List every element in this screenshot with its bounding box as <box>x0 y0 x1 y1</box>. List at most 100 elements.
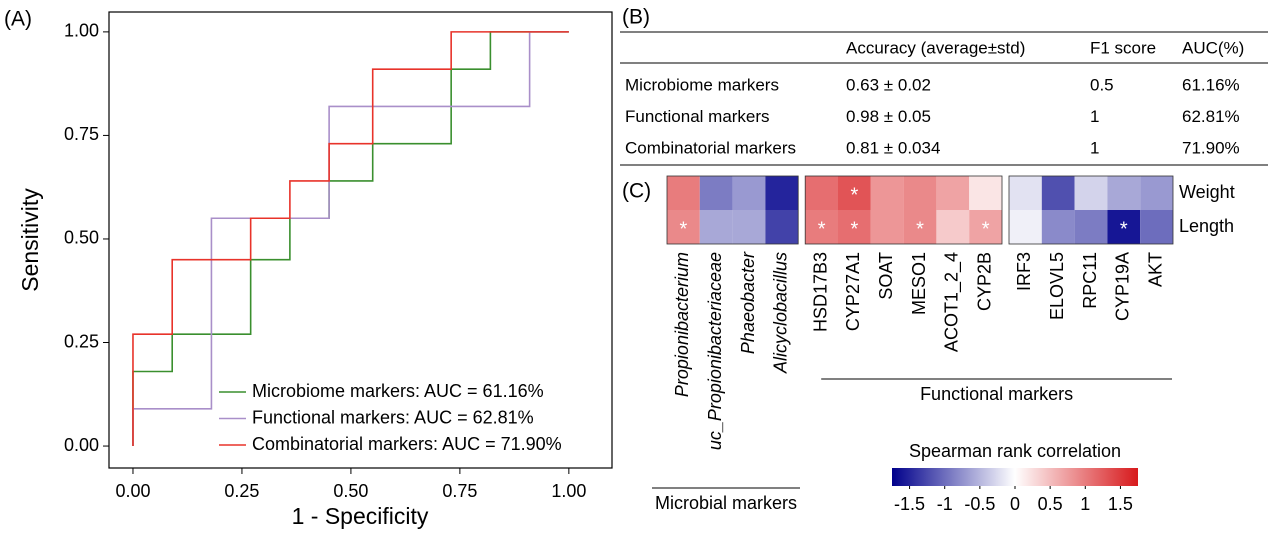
colorbar-tick-label: 1 <box>1080 494 1090 514</box>
column-label: MESO1 <box>909 252 929 315</box>
column-label: Propionibacterium <box>672 252 692 397</box>
y-tick-label: 1.00 <box>64 21 99 41</box>
colorbar-tick-label: 0 <box>1010 494 1020 514</box>
column-label: IRF3 <box>1014 252 1034 291</box>
x-axis-label: 1 - Specificity <box>292 503 429 529</box>
heatmap-cell <box>1140 210 1173 244</box>
x-tick-label: 0.25 <box>224 481 259 501</box>
heatmap-cell <box>1107 176 1141 210</box>
x-tick-label: 0.00 <box>115 481 150 501</box>
heatmap-cell <box>732 176 766 210</box>
colorbar-tick-label: -0.5 <box>964 494 995 514</box>
table-header: AUC(%) <box>1182 38 1244 57</box>
roc-curve <box>132 31 569 447</box>
column-label: CYP2B <box>974 252 994 311</box>
table-cell: 0.98 ± 0.05 <box>846 107 931 126</box>
table-row-label: Microbiome markers <box>625 75 779 94</box>
heatmap-cell <box>699 176 733 210</box>
row-label: Weight <box>1179 182 1235 202</box>
group-frame <box>1008 175 1174 245</box>
significance-star: * <box>851 184 859 206</box>
x-tick-label: 1.00 <box>551 481 586 501</box>
column-label: RPC11 <box>1080 252 1100 309</box>
table-cell: 1 <box>1090 138 1099 157</box>
y-tick-label: 0.25 <box>64 331 99 351</box>
colorbar-tick-label: 0.5 <box>1038 494 1063 514</box>
table-cell: 62.81% <box>1182 107 1240 126</box>
significance-star: * <box>851 218 859 240</box>
heatmap-cell <box>838 210 871 244</box>
column-label: CYP19A <box>1113 252 1133 321</box>
heatmap-cell <box>1009 176 1042 210</box>
y-tick-label: 0.50 <box>64 228 99 248</box>
colorbar-tick-label: -1.5 <box>894 494 925 514</box>
heatmap-cell <box>765 176 799 210</box>
heatmap-cell <box>765 210 799 244</box>
group-frame <box>804 175 1003 245</box>
panel-label: (B) <box>622 6 650 29</box>
column-label: ACOT1_2_4 <box>942 252 963 352</box>
legend-label: Functional markers: AUC = 62.81% <box>252 407 534 427</box>
heatmap-cell <box>1041 210 1075 244</box>
group-label: Microbial markers <box>655 493 797 513</box>
column-label: HSD17B3 <box>810 252 830 332</box>
heatmap-cell <box>969 176 1002 210</box>
column-label: CYP27A1 <box>843 252 863 331</box>
table-header: F1 score <box>1090 38 1156 57</box>
panel-label: (A) <box>4 8 32 31</box>
significance-star: * <box>680 218 688 240</box>
heatmap-cell <box>1107 210 1141 244</box>
column-label: uc_Propionibacteriaceae <box>705 252 725 450</box>
plot-frame <box>108 11 613 469</box>
heatmap-cell <box>870 176 904 210</box>
panel-label: (C) <box>622 180 651 203</box>
heatmap-cell <box>1009 210 1042 244</box>
column-label: SOAT <box>876 252 896 300</box>
table-row-label: Functional markers <box>625 107 770 126</box>
row-label: Length <box>1179 216 1234 236</box>
heatmap-cell <box>699 210 733 244</box>
column-label: Phaeobacter <box>738 251 758 354</box>
significance-star: * <box>1120 218 1128 240</box>
heatmap-cell <box>936 176 970 210</box>
y-tick-label: 0.00 <box>64 435 99 455</box>
heatmap-cell <box>805 210 838 244</box>
colorbar <box>892 468 1138 486</box>
colorbar-tick-label: -1 <box>937 494 953 514</box>
group-frame <box>666 175 799 245</box>
heatmap-cell <box>805 176 838 210</box>
group-label: Functional markers <box>920 384 1073 404</box>
table-row-label: Combinatorial markers <box>625 138 796 157</box>
table-header: Accuracy (average±std) <box>846 38 1025 57</box>
heatmap-cell <box>838 176 871 210</box>
table-cell: 71.90% <box>1182 138 1240 157</box>
heatmap-cell <box>667 210 700 244</box>
significance-star: * <box>916 218 924 240</box>
colorbar-title: Spearman rank correlation <box>909 441 1121 461</box>
heatmap-cell <box>969 210 1002 244</box>
table-cell: 0.5 <box>1090 75 1114 94</box>
heatmap-cell <box>936 210 970 244</box>
x-tick-label: 0.75 <box>442 481 477 501</box>
heatmap-cell <box>1074 176 1108 210</box>
heatmap-cell <box>870 210 904 244</box>
legend-label: Microbiome markers: AUC = 61.16% <box>252 381 544 401</box>
significance-star: * <box>982 218 990 240</box>
table-cell: 1 <box>1090 107 1099 126</box>
column-label: AKT <box>1145 252 1165 287</box>
y-tick-label: 0.75 <box>64 124 99 144</box>
table-cell: 0.63 ± 0.02 <box>846 75 931 94</box>
roc-curve <box>132 31 569 447</box>
heatmap-cell <box>903 210 937 244</box>
heatmap-cell <box>1140 176 1173 210</box>
significance-star: * <box>818 218 826 240</box>
heatmap-cell <box>903 176 937 210</box>
heatmap-cell <box>732 210 766 244</box>
table-cell: 0.81 ± 0.034 <box>846 138 940 157</box>
heatmap-cell <box>667 176 700 210</box>
colorbar-tick-label: 1.5 <box>1108 494 1133 514</box>
legend-label: Combinatorial markers: AUC = 71.90% <box>252 434 562 454</box>
column-label: Alicyclobacillus <box>771 252 791 374</box>
